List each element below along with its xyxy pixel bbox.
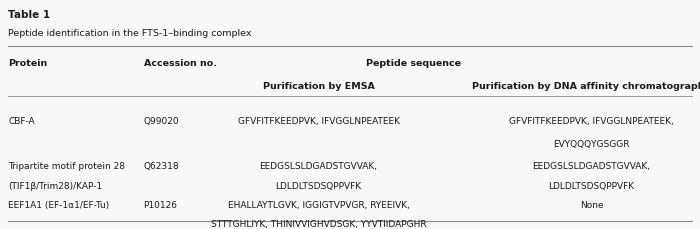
Text: Peptide sequence: Peptide sequence [365, 58, 461, 67]
Text: CBF-A: CBF-A [8, 117, 35, 126]
Text: None: None [580, 200, 603, 209]
Text: EEDGSLSLDGADSTGVVAK,: EEDGSLSLDGADSTGVVAK, [260, 161, 377, 170]
Text: GFVFITFKEEDPVK, IFVGGLNPEATEEK: GFVFITFKEEDPVK, IFVGGLNPEATEEK [237, 117, 400, 126]
Text: Q62318: Q62318 [144, 161, 179, 170]
Text: EHALLAYTLGVK, IGGIGTVPVGR, RYEEIVK,: EHALLAYTLGVK, IGGIGTVPVGR, RYEEIVK, [228, 200, 410, 209]
Text: (TIF1β/Trim28)/KAP-1: (TIF1β/Trim28)/KAP-1 [8, 181, 102, 190]
Text: EVYQQQYGSGGR: EVYQQQYGSGGR [553, 140, 630, 149]
Text: Tripartite motif protein 28: Tripartite motif protein 28 [8, 161, 125, 170]
Text: Peptide identification in the FTS-1–binding complex: Peptide identification in the FTS-1–bind… [8, 29, 252, 38]
Text: Table 1: Table 1 [8, 10, 50, 20]
Text: STTTGHLIYK, THINIVVIGHVDSGK, YYVTIIDAPGHR: STTTGHLIYK, THINIVVIGHVDSGK, YYVTIIDAPGH… [211, 219, 426, 228]
Text: Purification by EMSA: Purification by EMSA [262, 81, 374, 90]
Text: Purification by DNA affinity chromatography: Purification by DNA affinity chromatogra… [472, 81, 700, 90]
Text: EEDGSLSLDGADSTGVVAK,: EEDGSLSLDGADSTGVVAK, [533, 161, 650, 170]
Text: Q99020: Q99020 [144, 117, 179, 126]
Text: LDLDLTSDSQPPVFK: LDLDLTSDSQPPVFK [275, 181, 362, 190]
Text: GFVFITFKEEDPVK, IFVGGLNPEATEEK,: GFVFITFKEEDPVK, IFVGGLNPEATEEK, [509, 117, 674, 126]
Text: LDLDLTSDSQPPVFK: LDLDLTSDSQPPVFK [548, 181, 635, 190]
Text: Protein: Protein [8, 58, 48, 67]
Text: EEF1A1 (EF-1α1/EF-Tu): EEF1A1 (EF-1α1/EF-Tu) [8, 200, 110, 209]
Text: Accession no.: Accession no. [144, 58, 216, 67]
Text: P10126: P10126 [144, 200, 178, 209]
